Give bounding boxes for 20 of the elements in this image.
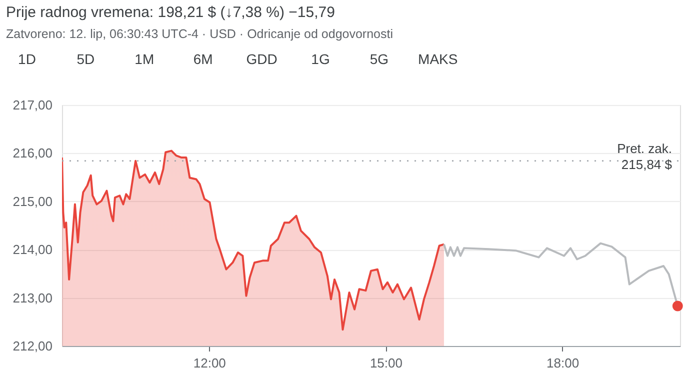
y-tick-label: 213,00 xyxy=(12,290,52,306)
y-tick-label: 212,00 xyxy=(12,338,52,354)
x-tick-label: 18:00 xyxy=(546,356,580,370)
text: 1D xyxy=(18,51,36,67)
text: GDD xyxy=(246,51,278,67)
y-tick-label: 215,00 xyxy=(12,194,52,209)
x-tick-label: 12:00 xyxy=(193,356,226,370)
y-tick-label: 214,00 xyxy=(12,242,52,258)
y-tick-label: 217,00 xyxy=(12,98,52,112)
ref-line-label: Pret. zak. 215,84 $ xyxy=(617,140,673,172)
text: 1G xyxy=(311,51,330,67)
text: MAKS xyxy=(418,51,458,67)
x-tick-label: 15:00 xyxy=(370,356,402,370)
text: 1M xyxy=(134,51,154,67)
text: 5G xyxy=(370,51,389,67)
chart-title: Prije radnog vremena: 198,21 $ (↓7,38 %) −15,79 xyxy=(6,4,335,21)
text: 5D xyxy=(76,51,95,67)
y-tick-label: 216,00 xyxy=(12,146,52,161)
text: 6M xyxy=(193,51,213,67)
chart-subtitle: Zatvoreno: 12. lip, 06:30:43 UTC-4 · USD · Odricanje od odgovornosti xyxy=(6,27,393,41)
